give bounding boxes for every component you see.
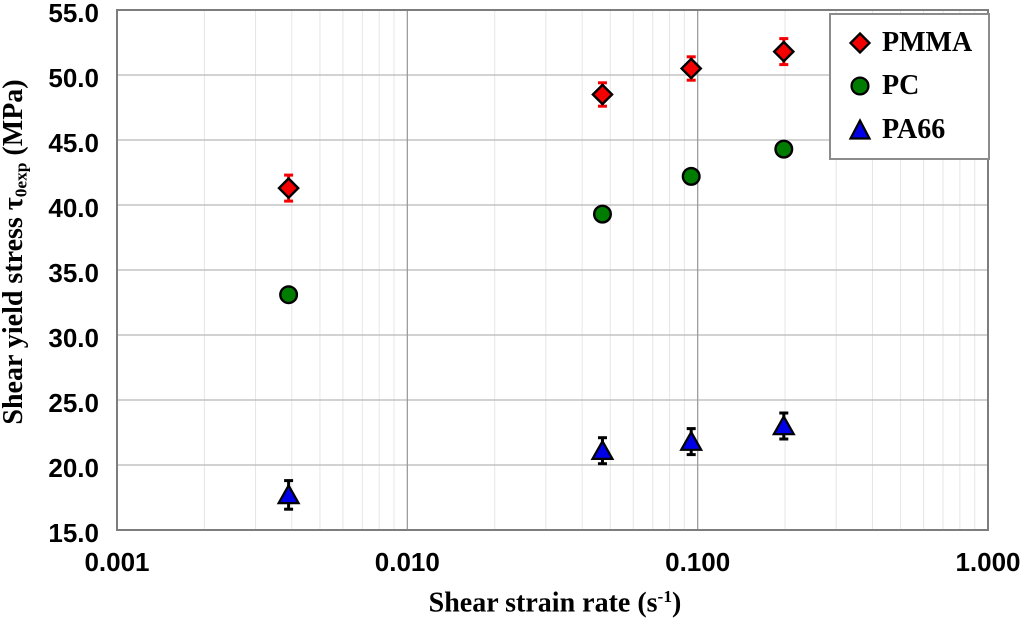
data-point-pa66 [679,429,704,451]
y-axis-title: Shear yield stress τ0exp (MPa) [0,0,32,512]
legend-item-pa66: PA66 [847,116,988,144]
x-tick-label: 0.001 [84,547,150,577]
x-tick-label: 0.010 [374,547,440,577]
data-point-pc [774,139,794,159]
legend-item-pmma: PMMA [847,26,988,58]
data-point-pc [279,285,299,305]
x-title-end: ) [672,587,682,619]
data-point-pa66 [771,414,796,436]
y-tick-label: 30.0 [48,323,99,353]
y-title-main: Shear yield stress τ [0,197,29,425]
y-tick-label: 20.0 [48,453,99,483]
legend: PMMA PC PA66 [829,13,990,160]
legend-item-pc: PC [847,72,988,100]
data-point-pmma [591,83,614,106]
legend-label-pa66: PA66 [882,114,946,146]
pmma-diamond-icon [848,31,872,54]
data-point-pa66 [590,438,615,460]
pc-circle-icon [850,76,870,97]
data-point-pa66 [276,483,301,505]
data-point-pc [681,166,701,186]
x-tick-label: 1.000 [955,547,1021,577]
pa66-triangle-icon [848,118,872,140]
y-tick-label: 55.0 [48,0,99,28]
y-tick-label: 40.0 [48,193,99,223]
y-tick-label: 25.0 [48,388,99,418]
plot-border [116,9,989,531]
y-title-unit: (MPa) [0,79,29,163]
legend-label-pmma: PMMA [882,26,973,58]
x-title-main: Shear strain rate (s [428,587,658,619]
data-point-pmma [679,57,703,80]
y-tick-label: 35.0 [48,258,99,288]
data-point-pmma [772,40,796,63]
x-title-superscript: -1 [657,587,673,606]
data-point-pc [592,204,612,224]
y-title-subscript: 0exp [11,162,31,198]
y-tick-label: 50.0 [48,63,99,93]
y-tick-label: 15.0 [48,518,99,548]
x-tick-label: 0.100 [665,547,731,577]
data-point-pmma [277,176,300,200]
legend-label-pc: PC [882,70,920,102]
y-tick-label: 45.0 [48,128,99,158]
x-axis-title: Shear strain rate (s-1) [255,588,855,618]
